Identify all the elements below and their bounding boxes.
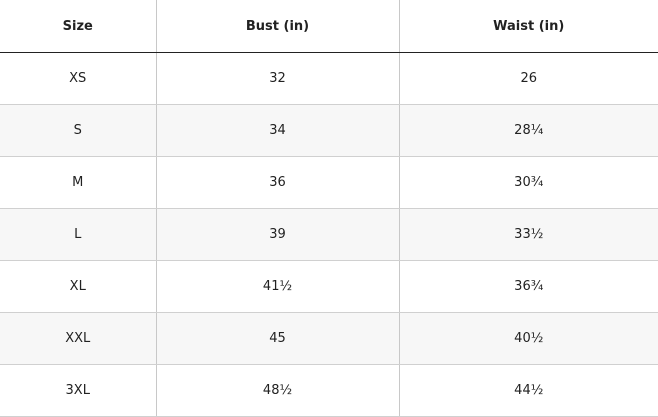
header-row: Size Bust (in) Waist (in): [0, 0, 658, 53]
cell-size: XXL: [0, 312, 156, 365]
table-row: XL 41½ 36¾: [0, 260, 658, 313]
cell-waist: 44½: [398, 364, 658, 417]
table-row: XS 32 26: [0, 52, 658, 105]
header-size: Size: [0, 0, 156, 53]
cell-bust: 34: [155, 104, 399, 157]
cell-bust: 32: [155, 52, 399, 105]
cell-size: L: [0, 208, 156, 261]
cell-size: S: [0, 104, 156, 157]
cell-waist: 28¼: [398, 104, 658, 157]
cell-waist: 26: [398, 52, 658, 105]
cell-bust: 39: [155, 208, 399, 261]
cell-waist: 36¾: [398, 260, 658, 313]
cell-size: XL: [0, 260, 156, 313]
cell-bust: 45: [155, 312, 399, 365]
table-row: L 39 33½: [0, 208, 658, 261]
cell-waist: 30¾: [398, 156, 658, 209]
cell-waist: 33½: [398, 208, 658, 261]
cell-bust: 36: [155, 156, 399, 209]
cell-size: M: [0, 156, 156, 209]
cell-size: XS: [0, 52, 156, 105]
table-row: 3XL 48½ 44½: [0, 364, 658, 417]
cell-size: 3XL: [0, 364, 156, 417]
table-row: M 36 30¾: [0, 156, 658, 209]
table-row: S 34 28¼: [0, 104, 658, 157]
cell-bust: 41½: [155, 260, 399, 313]
table-row: XXL 45 40½: [0, 312, 658, 365]
header-bust: Bust (in): [155, 0, 399, 53]
cell-waist: 40½: [398, 312, 658, 365]
cell-bust: 48½: [155, 364, 399, 417]
header-waist: Waist (in): [398, 0, 658, 53]
